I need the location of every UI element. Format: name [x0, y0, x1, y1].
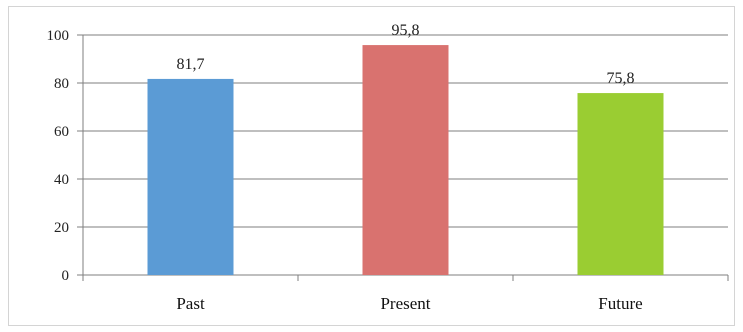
bar-chart: 0 20 40 60 80 100 81,7 Past 95,8 Present 75,8 Futur…	[47, 22, 729, 313]
x-category-label: Present	[380, 294, 430, 313]
y-tick-label: 60	[54, 124, 69, 140]
y-tick-label: 100	[47, 28, 70, 44]
data-label: 81,7	[177, 56, 205, 73]
chart-frame: 0 20 40 60 80 100 81,7 Past 95,8 Present 75,8 Futur…	[8, 6, 735, 326]
bar-present	[362, 45, 449, 275]
data-label: 75,8	[607, 70, 635, 87]
bar-past	[147, 78, 234, 275]
bar-future	[577, 93, 664, 275]
y-tick-label: 80	[54, 76, 69, 92]
x-category-label: Past	[176, 294, 205, 313]
y-tick-label: 20	[54, 220, 69, 236]
y-tick-label: 0	[62, 268, 70, 284]
y-tick-label: 40	[54, 172, 69, 188]
data-label: 95,8	[392, 22, 420, 39]
x-category-label: Future	[598, 294, 642, 313]
